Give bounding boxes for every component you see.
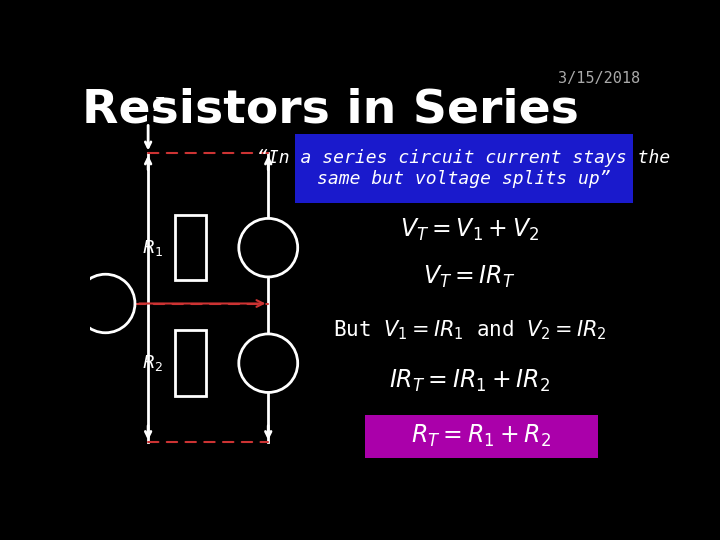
Text: $IR_T = IR_1 + IR_2$: $IR_T = IR_1 + IR_2$	[390, 367, 550, 394]
Text: $V_T$: $V_T$	[94, 294, 117, 314]
Text: $R_T = R_1 + R_2$: $R_T = R_1 + R_2$	[411, 423, 552, 449]
Text: But $V_1 = IR_1$ and $V_2 = IR_2$: But $V_1 = IR_1$ and $V_2 = IR_2$	[333, 319, 607, 342]
Circle shape	[239, 334, 297, 393]
Bar	[175, 330, 206, 396]
Text: I: I	[152, 96, 163, 115]
Text: “In a series circuit current stays the
same but voltage splits up”: “In a series circuit current stays the s…	[257, 150, 670, 188]
Text: $R_1$: $R_1$	[143, 238, 163, 258]
Circle shape	[239, 218, 297, 277]
Text: $V_1$: $V_1$	[258, 238, 279, 258]
Text: $V_T = IR_T$: $V_T = IR_T$	[423, 264, 516, 289]
Text: $V_2$: $V_2$	[258, 353, 279, 373]
Bar	[295, 134, 632, 204]
Text: $R_2$: $R_2$	[143, 353, 163, 373]
Text: $V_T = V_1 + V_2$: $V_T = V_1 + V_2$	[400, 217, 539, 244]
Bar	[175, 215, 206, 280]
Text: 3/15/2018: 3/15/2018	[558, 71, 640, 86]
Circle shape	[76, 274, 135, 333]
Bar	[365, 415, 598, 457]
Text: Resistors in Series: Resistors in Series	[82, 88, 579, 133]
